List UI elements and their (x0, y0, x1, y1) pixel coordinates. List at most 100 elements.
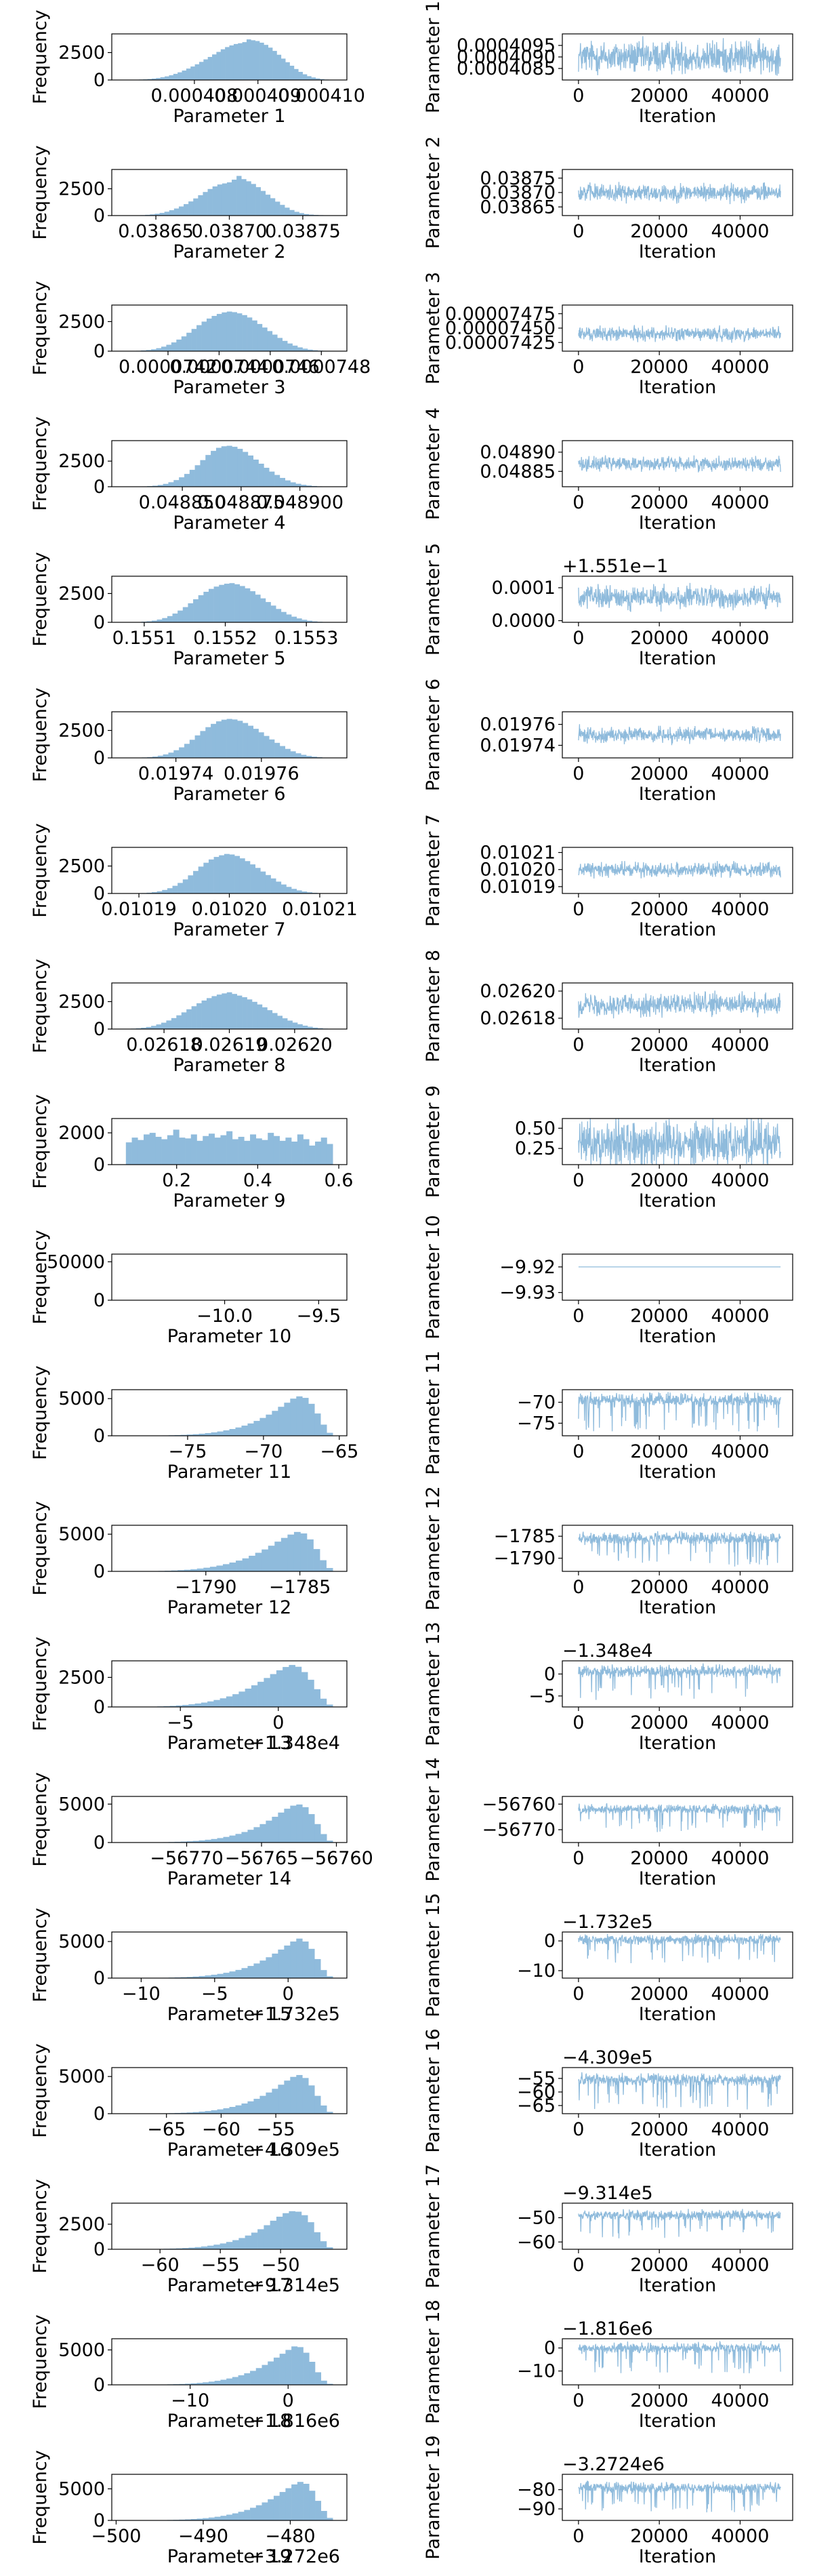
y-axis-label: Frequency (30, 2179, 51, 2274)
trace-axes (562, 1525, 793, 1572)
histogram-bar (192, 2112, 199, 2114)
histogram-bar (184, 474, 190, 487)
histogram-bar (306, 485, 312, 487)
y-tick-label: 5000 (58, 2339, 105, 2360)
histogram-bar (300, 1533, 308, 1571)
y-tick-label: −70 (517, 1392, 556, 1413)
histogram-bar (297, 2482, 304, 2520)
histogram-bar (178, 72, 182, 80)
histogram-bar (255, 187, 261, 216)
trace-axes (562, 304, 793, 352)
histogram-bar (307, 1539, 314, 1571)
histogram-bar (296, 1938, 303, 1978)
y-axis-label: Parameter 12 (423, 1486, 444, 1610)
histogram-bar (326, 2247, 333, 2249)
histogram-bar (266, 1414, 272, 1436)
y-axis-label: Parameter 5 (423, 543, 444, 656)
histogram-panel: 0 2000 0.2 0.4 0.6 Parameter 9 Frequency (30, 1094, 354, 1211)
histogram-bar (205, 727, 211, 758)
y-tick-label: 5000 (58, 2066, 105, 2087)
y-tick-label: −65 (517, 2095, 556, 2116)
trace-line (578, 2209, 781, 2238)
histogram-bar (278, 1407, 285, 1436)
histogram-bar (196, 1003, 202, 1029)
trace-axes (562, 576, 793, 623)
histogram-bar (229, 1971, 236, 1978)
histogram-bar (196, 2518, 203, 2520)
y-tick-label: 0 (93, 70, 105, 91)
histogram-bar (198, 195, 203, 216)
y-tick-label: 2500 (58, 856, 105, 877)
histogram-bar (320, 2241, 327, 2249)
histogram-bar (314, 1824, 321, 1843)
trace-line (578, 1803, 781, 1832)
histogram-bar (199, 2111, 205, 2114)
histogram-bar (291, 2484, 298, 2520)
histogram-bar (203, 59, 208, 80)
histogram-bar (192, 1976, 199, 1978)
histogram-bar (287, 343, 293, 351)
histogram-bar (149, 1133, 156, 1165)
x-tick-label: 40000 (711, 899, 770, 920)
histogram-bar (156, 1024, 162, 1029)
histogram-bar (233, 43, 238, 80)
histogram-bar (185, 1138, 192, 1165)
histogram-bar (283, 1667, 289, 1707)
x-tick-label: 0 (572, 763, 584, 784)
histogram-bar (257, 323, 263, 351)
histogram-bar (285, 480, 291, 487)
histogram-bar (186, 1009, 192, 1029)
y-tick-label: 0 (544, 1931, 556, 1952)
histogram-bar (314, 2095, 321, 2114)
y-tick-label: 5000 (58, 1388, 105, 1409)
histogram-bar (285, 2350, 292, 2385)
histogram-bar (166, 344, 172, 351)
y-axis-label: Frequency (30, 1230, 51, 1325)
histogram-bar (285, 62, 290, 80)
histogram-bar (182, 1705, 189, 1707)
histogram-bar (314, 1413, 321, 1436)
histogram-bar (302, 1807, 309, 1843)
histogram-bar (264, 468, 270, 487)
histogram-bar (211, 316, 217, 351)
x-axis-label: Iteration (639, 2004, 717, 2025)
histogram-bar (232, 2513, 238, 2520)
histogram-bar (302, 1398, 309, 1436)
y-axis-label: Parameter 7 (423, 814, 444, 927)
histogram-bar (250, 2371, 257, 2385)
histogram-axes (111, 440, 348, 487)
x-tick-label: −9.5 (297, 1306, 341, 1327)
x-tick-label: 0 (572, 1712, 584, 1733)
histogram-bar (180, 2112, 187, 2114)
histogram-bar (238, 1136, 245, 1165)
histogram-bar (302, 1025, 308, 1029)
histogram-bar (203, 2382, 209, 2385)
y-tick-label: 5000 (58, 1931, 105, 1952)
y-tick-label: 0.01021 (480, 843, 556, 864)
histogram-bar (247, 2101, 254, 2114)
histogram-bar (265, 874, 271, 893)
histogram-bar (249, 1555, 255, 1571)
histogram-bar (269, 739, 275, 758)
y-tick-label: 0.01019 (480, 877, 556, 898)
histogram-bar (314, 2232, 320, 2249)
y-axis-label: Frequency (30, 1772, 51, 1867)
histogram-bar (203, 1135, 209, 1165)
histogram-bar (290, 1941, 297, 1978)
histogram-bar (229, 2107, 236, 2114)
histogram-bar (186, 332, 192, 351)
histogram-bar (222, 312, 228, 351)
histogram-bar (327, 1144, 333, 1165)
x-tick-label: −70 (244, 1441, 283, 1462)
histogram-bar (208, 2381, 215, 2385)
histogram-bar (308, 1403, 315, 1436)
histogram-bar (211, 2110, 217, 2114)
histogram-panel: 0 2500 0.00007420.00007440.00007460.000074… (30, 281, 371, 398)
histogram-bar (238, 43, 243, 80)
histogram-bar (295, 2211, 302, 2249)
axis-offset-label: −4.309e5 (562, 2047, 653, 2068)
